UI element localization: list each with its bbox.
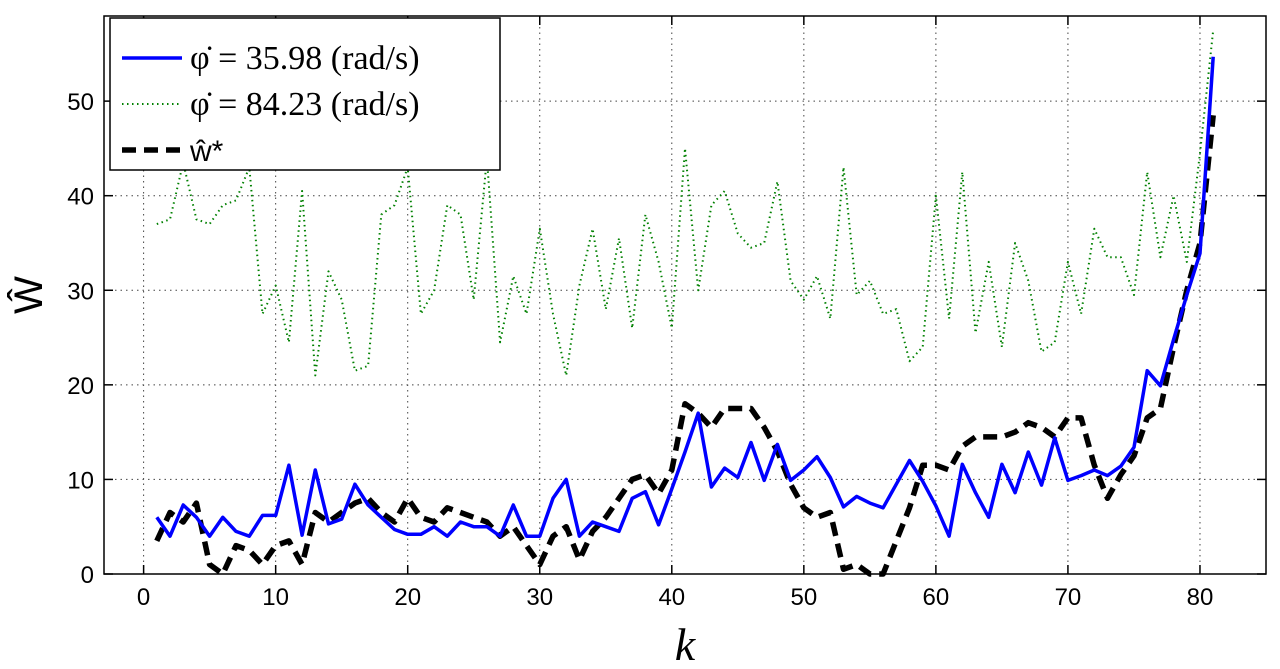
- series-line-2: [154, 115, 1216, 577]
- x-tick-label: 50: [790, 584, 817, 611]
- series-line-0: [155, 56, 1215, 538]
- legend-label-0: φ̇ = 35.98 (rad/s): [190, 40, 420, 77]
- x-tick-label: 0: [137, 584, 150, 611]
- series-line-1: [156, 30, 1215, 377]
- x-tick-label: 80: [1187, 584, 1214, 611]
- x-tick-label: 40: [658, 584, 685, 611]
- y-tick-label: 0: [81, 562, 94, 589]
- legend: φ̇ = 35.98 (rad/s) φ̇ = 84.23 (rad/s) ŵ*: [109, 17, 501, 171]
- y-tick-label: 50: [67, 89, 94, 116]
- x-tick-label: 30: [526, 584, 553, 611]
- legend-label-1: φ̇ = 84.23 (rad/s): [190, 86, 420, 123]
- x-tick-label: 10: [262, 584, 289, 611]
- x-tick-label: 20: [394, 584, 421, 611]
- legend-box: [109, 17, 501, 171]
- legend-label-2: ŵ*: [189, 135, 224, 168]
- plot-frame: [103, 15, 1267, 575]
- y-axis-label: Ŵ: [6, 276, 51, 314]
- ticks: 0 10 20 30 40 50 60 70 80 0 10 20 30 40 50: [67, 16, 1266, 611]
- x-tick-label: 70: [1055, 584, 1082, 611]
- series-group: [154, 30, 1216, 577]
- x-tick-label: 60: [923, 584, 950, 611]
- y-tick-label: 30: [67, 278, 94, 305]
- y-tick-label: 10: [67, 467, 94, 494]
- x-axis-label: k: [675, 619, 697, 669]
- y-tick-label: 20: [67, 373, 94, 400]
- y-tick-label: 40: [67, 184, 94, 211]
